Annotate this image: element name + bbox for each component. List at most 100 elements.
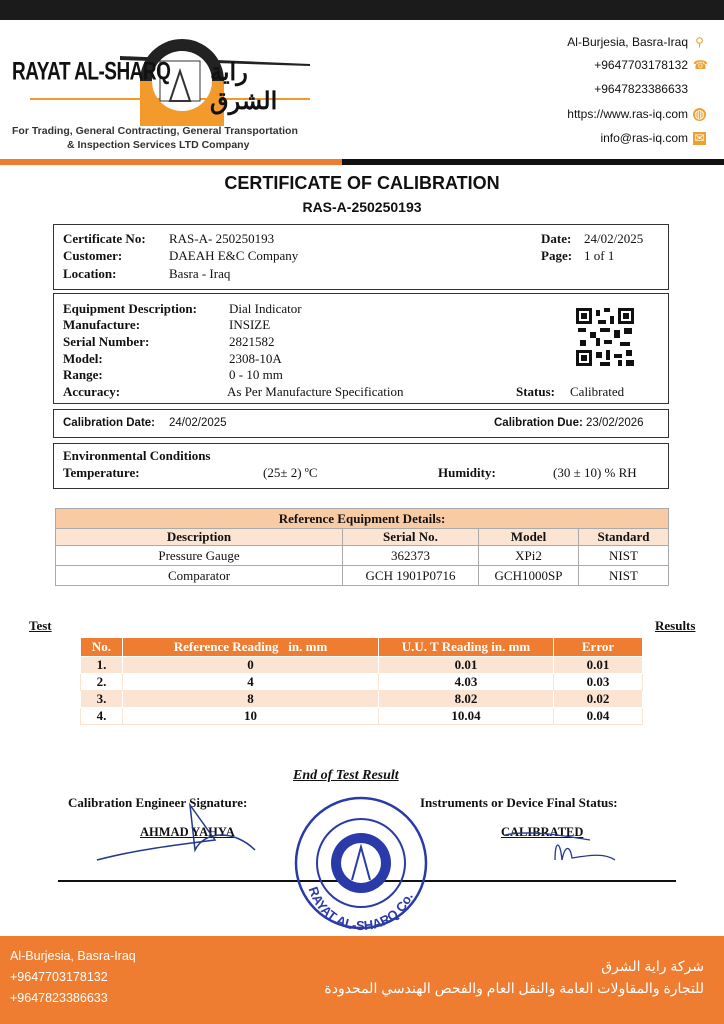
telephone-icon: ☎ xyxy=(693,57,708,72)
calibration-due: 23/02/2026 xyxy=(586,417,644,429)
cell: NIST xyxy=(578,545,669,566)
date: 24/02/2025 xyxy=(584,231,644,246)
cell: NIST xyxy=(578,565,669,586)
contact-website[interactable]: https://www.ras-iq.com ◍ xyxy=(567,106,706,121)
table-row: 2. 4 4.03 0.03 xyxy=(80,673,643,691)
engineer-signature-label: Calibration Engineer Signature: xyxy=(68,795,248,810)
equipment-box: Equipment Description: Dial Indicator Ma… xyxy=(53,293,669,404)
cell: GCH1000SP xyxy=(478,565,579,586)
company-name-ar: راية الشرق xyxy=(210,59,278,115)
results-header-uut: U.U. T Reading in. mm xyxy=(378,637,554,657)
footer-company-ar: شركة راية الشرق xyxy=(601,958,704,974)
ref-header-description: Description xyxy=(55,528,343,546)
contact-email[interactable]: info@ras-iq.com ✉ xyxy=(600,130,706,145)
cell: 4 xyxy=(122,673,379,691)
results-label: Results xyxy=(655,618,696,633)
results-header-reference: Reference Reading in. mm xyxy=(122,637,379,657)
cell: 10.04 xyxy=(378,707,554,725)
globe-icon: ◍ xyxy=(693,106,706,121)
cell: XPi2 xyxy=(478,545,579,566)
results-header-no: No. xyxy=(80,637,123,657)
status-signature-icon xyxy=(504,832,616,861)
accuracy: As Per Manufacture Specification xyxy=(227,384,404,399)
equipment-description: Dial Indicator xyxy=(229,301,302,316)
temperature-label: Temperature: xyxy=(63,465,140,480)
top-bar xyxy=(0,0,724,20)
serial-label: Serial Number: xyxy=(63,334,150,349)
cell: 2. xyxy=(80,673,123,691)
ref-header-standard: Standard xyxy=(578,528,669,546)
envelope-icon: ✉ xyxy=(693,130,706,145)
reference-table-title: Reference Equipment Details: xyxy=(55,508,669,529)
table-row: 3. 8 8.02 0.02 xyxy=(80,690,643,708)
footer-description-ar: للتجارة والمقاولات العامة والنقل العام و… xyxy=(324,980,704,996)
calibration-dates-box: Calibration Date: 24/02/2025 Calibration… xyxy=(53,409,669,438)
cell: Comparator xyxy=(55,565,343,586)
model: 2308-10A xyxy=(229,351,282,366)
final-status-label: Instruments or Device Final Status: xyxy=(420,795,618,810)
calibration-due-label: Calibration Due: xyxy=(494,417,583,429)
engineer-signature-icon xyxy=(96,802,256,861)
humidity: (30 ± 10) % RH xyxy=(553,465,637,480)
certificate-no: RAS-A- 250250193 xyxy=(169,231,275,246)
end-of-test-text: End of Test Result xyxy=(293,768,399,783)
cell: 10 xyxy=(122,707,379,725)
cell: GCH 1901P0716 xyxy=(342,565,479,586)
table-row: Pressure Gauge 362373 XPi2 NIST xyxy=(55,545,669,566)
cell: 362373 xyxy=(342,545,479,566)
cell: 3. xyxy=(80,690,123,708)
accuracy-label: Accuracy: xyxy=(63,384,121,399)
footer-address: Al-Burjesia, Basra-Iraq xyxy=(10,949,136,963)
cell: 4. xyxy=(80,707,123,725)
contact-phone-1: +9647703178132 ☎ xyxy=(594,57,708,72)
header-divider-black xyxy=(342,159,724,165)
footer-phone-1: +9647703178132 xyxy=(10,970,108,984)
cell: 1. xyxy=(80,656,123,674)
cell: 8.02 xyxy=(378,690,554,708)
cell: 4.03 xyxy=(378,673,554,691)
ref-header-model: Model xyxy=(478,528,579,546)
location: Basra - Iraq xyxy=(169,266,231,281)
tagline-1: For Trading, General Contracting, Genera… xyxy=(12,125,298,137)
test-results-table: No. Reference Reading in. mm U.U. T Read… xyxy=(80,637,643,725)
gear-oil-pump-logo-icon xyxy=(30,39,310,126)
footer: Al-Burjesia, Basra-Iraq +9647703178132 +… xyxy=(0,936,724,1024)
contact-phone-2: +9647823386633 xyxy=(594,82,688,96)
date-label: Date: xyxy=(541,231,572,246)
cell: 0.02 xyxy=(553,690,643,708)
cell: Pressure Gauge xyxy=(55,545,343,566)
cell: 0 xyxy=(122,656,379,674)
certificate-no-label: Certificate No: xyxy=(63,231,146,246)
company-logo: RAYAT AL-SHARQ راية الشرق xyxy=(10,26,320,126)
manufacture: INSIZE xyxy=(229,317,271,332)
company-name-en: RAYAT AL-SHARQ xyxy=(12,58,171,86)
results-header-error: Error xyxy=(553,637,643,657)
location-label: Location: xyxy=(63,266,117,281)
page: 1 of 1 xyxy=(584,248,615,263)
header-divider-orange xyxy=(0,159,342,165)
status-label: Status: xyxy=(516,384,556,399)
manufacture-label: Manufacture: xyxy=(63,317,141,332)
table-row: 4. 10 10.04 0.04 xyxy=(80,707,643,725)
customer: DAEAH E&C Company xyxy=(169,248,299,263)
page-label: Page: xyxy=(541,248,573,263)
company-stamp-icon: RAYAT AL-SHARQ Co. xyxy=(294,796,428,931)
humidity-label: Humidity: xyxy=(438,465,496,480)
qr-code-icon xyxy=(576,308,634,366)
equipment-description-label: Equipment Description: xyxy=(63,301,197,316)
temperature: (25± 2) ºC xyxy=(263,465,318,480)
calibration-date-label: Calibration Date: xyxy=(63,417,156,429)
serial-number: 2821582 xyxy=(229,334,275,349)
test-label: Test xyxy=(29,618,52,633)
calibration-date: 24/02/2025 xyxy=(169,417,227,429)
document-subtitle: RAS-A-250250193 xyxy=(302,199,422,215)
environment-box: Environmental Conditions Temperature: (2… xyxy=(53,443,669,489)
cell: 0.04 xyxy=(553,707,643,725)
table-row: Comparator GCH 1901P0716 GCH1000SP NIST xyxy=(55,565,669,586)
tagline-2: & Inspection Services LTD Company xyxy=(67,139,250,151)
contact-address: Al-Burjesia, Basra-Iraq ⚲ xyxy=(567,35,706,49)
cell: 0.01 xyxy=(378,656,554,674)
ref-header-serial: Serial No. xyxy=(342,528,479,546)
cell: 0.01 xyxy=(553,656,643,674)
footer-phone-2: +9647823386633 xyxy=(10,991,108,1005)
